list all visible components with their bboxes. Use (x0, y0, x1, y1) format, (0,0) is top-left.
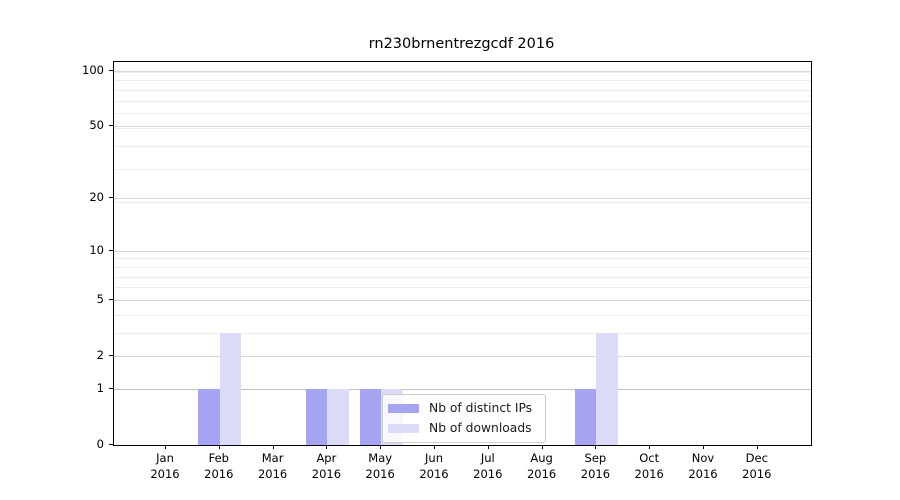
legend-item-downloads: Nb of downloads (388, 420, 537, 436)
x-tick-mark (434, 445, 435, 449)
major-gridline (114, 299, 811, 301)
y-tick-label: 0 (96, 437, 104, 451)
y-tick-label: 100 (82, 63, 104, 78)
x-tick-mark (487, 445, 489, 449)
bar-downloads (327, 388, 349, 445)
y-tick-label: 1 (96, 380, 104, 395)
major-gridline (114, 71, 811, 73)
y-tick-label: 5 (96, 291, 104, 306)
y-tick-mark (109, 444, 113, 445)
y-tick-label: 10 (89, 242, 104, 257)
minor-gridline (114, 202, 811, 204)
minor-gridline (114, 332, 811, 334)
major-gridline (114, 388, 811, 390)
x-tick-mark (703, 445, 704, 449)
legend-swatch-distinct-ips-icon (388, 403, 419, 413)
y-tick-label: 2 (96, 347, 104, 362)
bar-distinct-ips (305, 388, 328, 445)
minor-gridline (114, 146, 811, 148)
y-tick-mark (109, 298, 113, 300)
x-tick-mark (165, 445, 166, 449)
minor-gridline (114, 314, 811, 316)
x-tick-label: Nov 2016 (688, 451, 718, 481)
major-gridline (114, 198, 811, 200)
x-tick-label: Dec 2016 (742, 451, 772, 481)
x-tick-mark (595, 445, 597, 449)
x-tick-label: Oct 2016 (634, 451, 664, 481)
x-tick-label: Mar 2016 (257, 451, 288, 481)
y-tick-mark (109, 70, 113, 72)
major-gridline (114, 250, 811, 252)
minor-gridline (114, 113, 811, 115)
x-tick-label: Jan 2016 (150, 451, 180, 481)
minor-gridline (114, 89, 811, 91)
minor-gridline (114, 258, 811, 260)
x-tick-mark (541, 445, 543, 449)
y-tick-mark (109, 354, 113, 356)
major-gridline (114, 355, 811, 357)
x-tick-mark (326, 445, 328, 449)
x-tick-label: Aug 2016 (526, 451, 557, 481)
minor-gridline (114, 100, 811, 102)
x-tick-label: Apr 2016 (311, 451, 342, 481)
x-tick-label: Jul 2016 (473, 451, 503, 481)
plot-area (113, 61, 812, 446)
minor-gridline (114, 71, 811, 73)
legend-label-downloads: Nb of downloads (429, 421, 532, 435)
x-tick-label: Jun 2016 (419, 451, 449, 481)
y-tick-label: 50 (89, 118, 104, 133)
minor-gridline (114, 80, 811, 82)
legend-swatch-downloads-icon (388, 423, 419, 433)
minor-gridline (114, 169, 811, 171)
y-tick-mark (109, 125, 113, 127)
x-tick-label: Feb 2016 (204, 451, 234, 481)
bar-distinct-ips (574, 388, 597, 445)
minor-gridline (114, 266, 811, 268)
legend-label-distinct-ips: Nb of distinct IPs (429, 401, 533, 415)
x-tick-mark (218, 445, 220, 449)
chart-title: rn230brnentrezgcdf 2016 (368, 36, 555, 52)
bar-distinct-ips (359, 388, 382, 445)
bar-downloads (219, 332, 242, 445)
minor-gridline (114, 276, 811, 278)
x-tick-label: Sep 2016 (580, 451, 611, 481)
bar-distinct-ips (198, 388, 220, 445)
legend-item-distinct-ips: Nb of distinct IPs (388, 400, 537, 416)
x-tick-mark (649, 445, 651, 449)
minor-gridline (114, 287, 811, 289)
y-tick-label: 20 (89, 190, 104, 205)
major-gridline (114, 126, 811, 128)
y-tick-mark (109, 197, 113, 199)
x-tick-mark (272, 445, 274, 449)
bar-downloads (596, 332, 618, 445)
minor-gridline (114, 128, 811, 130)
x-tick-label: May 2016 (365, 451, 395, 481)
x-tick-mark (756, 445, 758, 449)
x-tick-mark (380, 445, 382, 449)
y-tick-mark (109, 249, 113, 251)
legend: Nb of distinct IPs Nb of downloads (382, 394, 546, 443)
y-tick-mark (109, 387, 113, 389)
